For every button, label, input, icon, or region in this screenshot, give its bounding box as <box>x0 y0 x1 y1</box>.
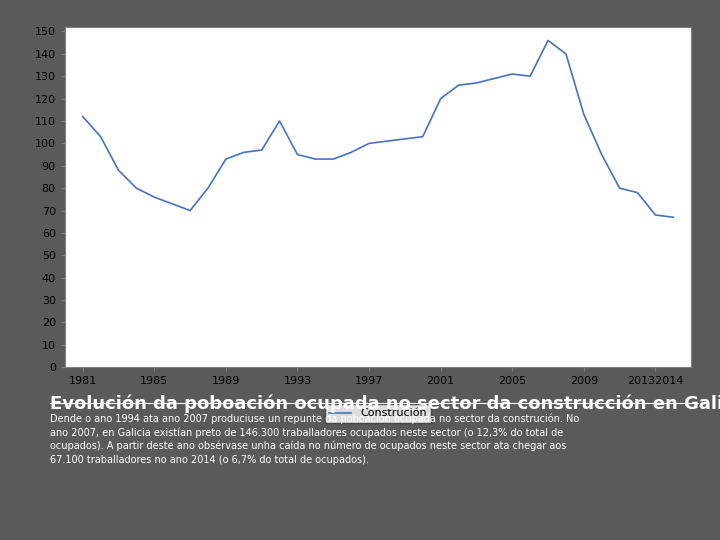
Text: Evolución da poboación ocupada no sector da construcción en Galicia: Evolución da poboación ocupada no sector… <box>50 394 720 413</box>
Legend: Construción: Construción <box>325 404 431 423</box>
Text: Dende o ano 1994 ata ano 2007 produciuse un repunte da poboación ocupada no sect: Dende o ano 1994 ata ano 2007 produciuse… <box>50 413 580 464</box>
